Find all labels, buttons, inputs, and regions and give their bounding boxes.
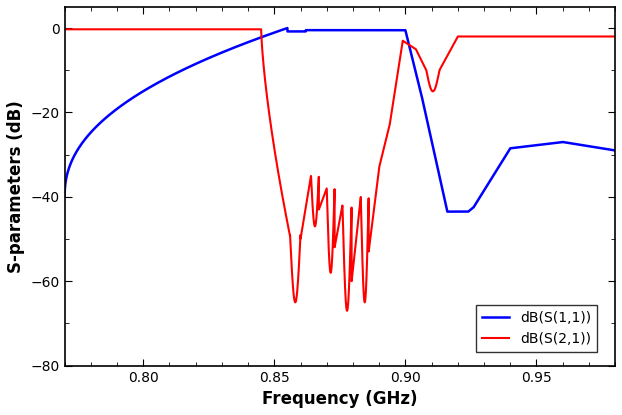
dB(S(1,1)) bbox=[61, 194, 68, 199]
dB(S(2,1)) bbox=[411, 46, 418, 51]
dB(S(1,1)) bbox=[411, 64, 418, 69]
dB(S(2,1)) bbox=[88, 27, 96, 32]
dB(S(2,1)) bbox=[469, 34, 476, 39]
dB(S(2,1)) bbox=[61, 27, 68, 32]
dB(S(1,1)) bbox=[260, 34, 267, 39]
dB(S(2,1)) bbox=[611, 34, 619, 39]
dB(S(2,1)) bbox=[260, 66, 267, 71]
dB(S(1,1)) bbox=[611, 148, 619, 153]
dB(S(2,1)) bbox=[498, 34, 506, 39]
dB(S(1,1)) bbox=[387, 28, 394, 33]
dB(S(1,1)) bbox=[469, 205, 476, 210]
dB(S(2,1)) bbox=[387, 118, 394, 123]
Legend: dB(S(1,1)), dB(S(2,1)): dB(S(1,1)), dB(S(2,1)) bbox=[476, 305, 597, 352]
dB(S(1,1)) bbox=[284, 26, 291, 31]
dB(S(2,1)) bbox=[343, 308, 351, 313]
X-axis label: Frequency (GHz): Frequency (GHz) bbox=[262, 390, 417, 408]
dB(S(1,1)) bbox=[88, 128, 96, 133]
Line: dB(S(2,1)): dB(S(2,1)) bbox=[65, 29, 615, 311]
Line: dB(S(1,1)): dB(S(1,1)) bbox=[65, 28, 615, 212]
Y-axis label: S-parameters (dB): S-parameters (dB) bbox=[7, 100, 25, 273]
dB(S(1,1)) bbox=[498, 159, 506, 164]
dB(S(1,1)) bbox=[443, 209, 451, 214]
